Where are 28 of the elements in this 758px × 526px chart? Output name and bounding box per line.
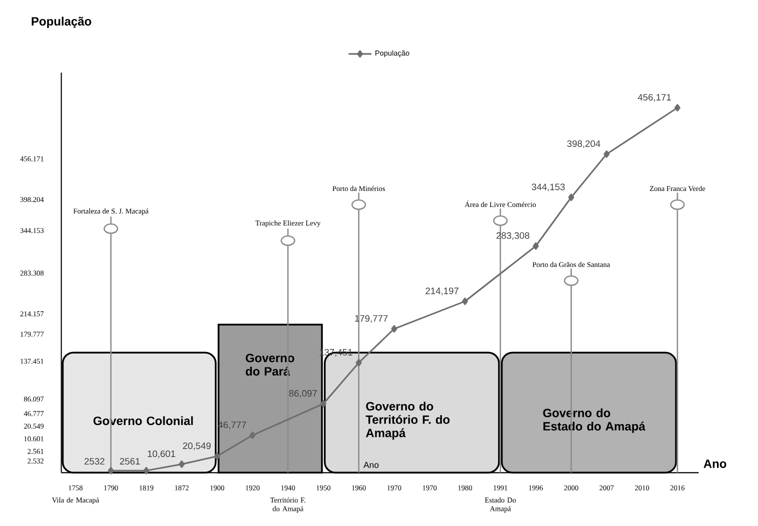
point [674, 104, 680, 112]
point [320, 400, 326, 408]
point [532, 242, 539, 250]
x-axis-title: Ano [704, 460, 726, 468]
data-label: 398,204 [567, 140, 600, 148]
point [143, 466, 150, 474]
y-axis-title: População [32, 16, 92, 28]
data-label: 214,197 [426, 288, 458, 296]
band-label: Governo do Território F. do Amapá [366, 402, 450, 440]
point [108, 466, 114, 474]
point [462, 298, 468, 306]
point [214, 452, 220, 460]
band-label: Governo Colonial [93, 416, 193, 426]
data-label: 2532 [84, 458, 104, 465]
point [568, 194, 574, 202]
data-label: 10,601 [148, 450, 176, 458]
point [178, 460, 185, 468]
point [391, 325, 398, 333]
band-label: Governo do Estado do Amapá [543, 408, 646, 433]
data-label: 86,097 [289, 390, 317, 398]
data-label: 456,171 [638, 94, 671, 102]
data-label: 2561 [120, 458, 140, 465]
point [250, 432, 256, 439]
point [356, 358, 362, 366]
annotation: Ano [363, 462, 379, 468]
point [604, 150, 610, 158]
data-label: 344,153 [532, 184, 565, 192]
data-label: 20,549 [182, 442, 211, 450]
